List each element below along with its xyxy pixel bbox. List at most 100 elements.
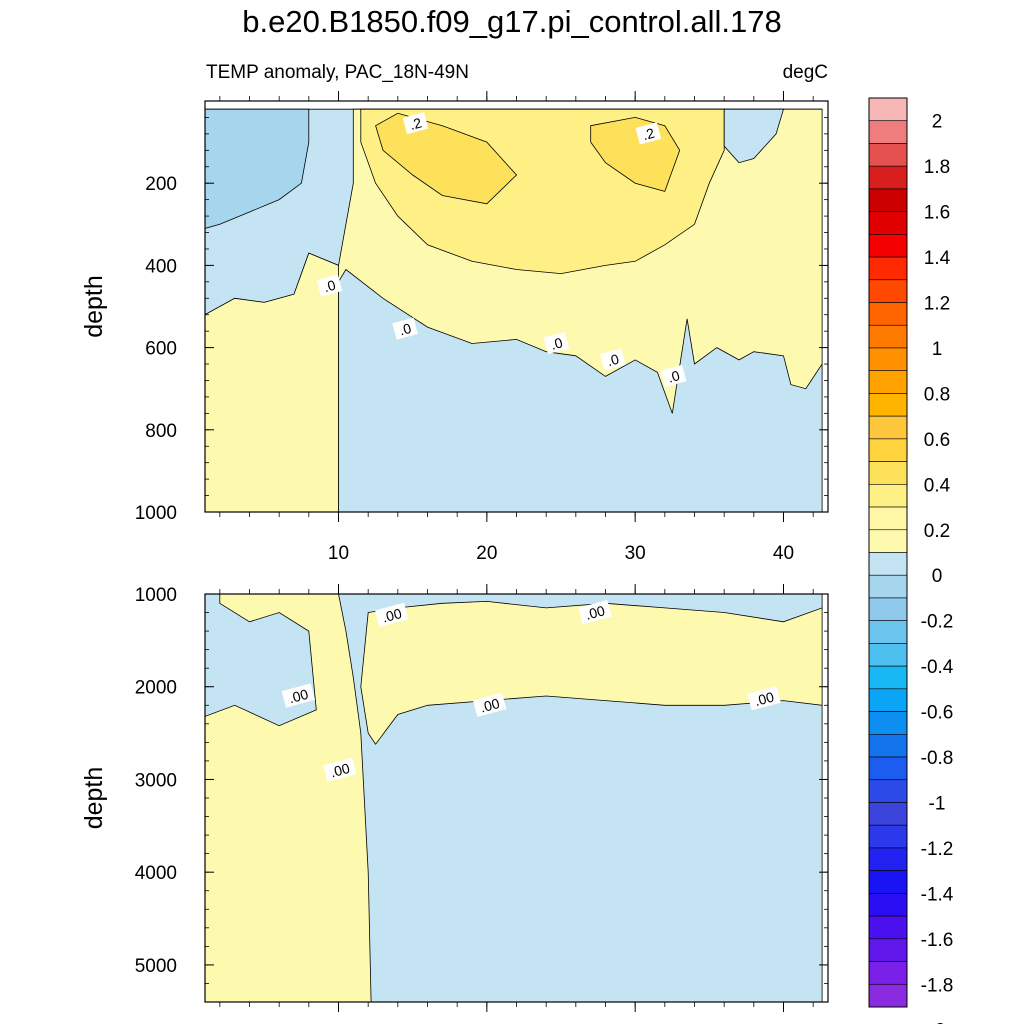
y-tick-label: 800 [145,421,177,442]
colorbar-bin [868,597,908,621]
colorbar-bin [868,461,908,485]
colorbar-bin [868,143,908,167]
colorbar-bin [868,529,908,553]
colorbar-label: -1.6 [921,930,954,951]
y-tick-label: 2000 [135,678,177,699]
upper-panel: 200 400 600 800 1000 10 20 30 40 depth .2 .2 .0 .0 .0.… [80,91,829,564]
contour-region-pos-00-02 [205,252,339,512]
colorbar-label: 2 [932,112,943,133]
y-axis-label: depth [80,767,108,830]
svg-text:.00: .00 [753,688,776,709]
y-tick-label: 1000 [135,585,177,606]
contour-label: .2 [402,112,429,135]
colorbar-bin [868,324,908,349]
contour-label: .00 [578,599,612,625]
colorbar-bin [868,279,908,303]
colorbar-bin [868,574,908,599]
figure-title: b.e20.B1850.f09_g17.pi_control.all.178 [242,4,782,39]
colorbar-label: -0.6 [921,703,954,724]
y-tick-label: 200 [145,174,177,195]
svg-text:.00: .00 [329,760,352,781]
y-tick-label: 600 [145,339,177,360]
contour-label: .00 [472,692,507,717]
contour-label: .2 [635,122,662,145]
svg-text:.00: .00 [380,605,403,626]
colorbar-bin [868,484,908,508]
colorbar-label: 1 [932,339,943,360]
y-axis-label: depth [80,275,108,338]
contour-label: .00 [375,602,409,627]
subtitle-variable: TEMP anomaly, PAC_18N-49N [206,62,469,83]
colorbar-bin [868,370,908,394]
colorbar-label: -2 [929,1021,946,1024]
colorbar-bin [868,120,908,144]
contour-region-neg-04-02 [205,108,310,229]
colorbar-bin [868,393,908,417]
colorbar-bin [868,779,908,803]
svg-text:.00: .00 [584,602,607,623]
y-tick-label: 3000 [135,770,177,791]
colorbar-label: 0.6 [924,430,950,451]
svg-text:.0: .0 [322,277,338,296]
colorbar-bin [868,915,908,940]
colorbar-label: 1.4 [924,248,951,269]
colorbar-label: -1.2 [921,839,954,860]
colorbar-bin [868,802,908,826]
contour-label: .0 [392,317,418,340]
colorbar-label: 1.8 [924,157,950,178]
x-tick-label: 10 [328,543,349,564]
colorbar-bin [868,824,908,849]
colorbar-bin [868,347,908,372]
colorbar-label: -0.2 [921,612,954,633]
contour-label: .00 [281,683,316,708]
colorbar-label: -0.8 [921,748,954,769]
contour-label: .0 [660,364,687,387]
colorbar-label: -1.4 [921,884,954,905]
colorbar-bin [868,97,908,122]
colorbar-bin [868,234,908,258]
colorbar-bin [868,506,908,531]
colorbar-label: 0.2 [924,521,950,542]
x-tick-label: 30 [625,543,646,564]
contour-label: .00 [323,757,357,782]
colorbar-label: 1.2 [924,294,950,315]
contour-label: .0 [543,331,570,355]
x-tick-label: 40 [773,543,794,564]
svg-text:.0: .0 [605,351,621,370]
colorbar-bin [868,688,908,712]
colorbar-label: 1.6 [924,203,950,224]
y-tick-label: 400 [145,256,177,277]
colorbar-bin [868,756,908,781]
svg-text:.2: .2 [641,125,657,144]
colorbar: 2 1.8 1.6 1.4 1.2 1 0.8 0.6 0.4 0.2 0 -0.2 -0.4 -0.6 -… [868,97,954,1024]
svg-text:.0: .0 [666,367,682,386]
colorbar-label: -1 [929,793,946,814]
svg-text:.0: .0 [398,320,414,339]
y-tick-label: 5000 [135,956,177,977]
colorbar-bin [868,870,908,894]
contour-label: .0 [316,274,343,297]
svg-text:.00: .00 [287,686,310,707]
colorbar-label: 0.4 [924,475,951,496]
colorbar-bin [868,302,908,326]
colorbar-bin [868,665,908,690]
colorbar-bin [868,961,908,985]
colorbar-bin [868,983,908,1008]
colorbar-label: -1.8 [921,975,954,996]
colorbar-bin [868,211,908,235]
colorbar-bin [868,620,908,644]
y-tick-label: 4000 [135,863,177,884]
colorbar-bin [868,733,908,758]
colorbar-bin [868,256,908,281]
colorbar-bin [868,415,908,440]
colorbar-bin [868,938,908,962]
colorbar-bin [868,711,908,735]
contour-label: .0 [599,348,626,371]
contour-region-neg-02-00 [723,108,785,164]
svg-text:.2: .2 [408,114,424,133]
y-tick-label: 1000 [135,503,177,524]
colorbar-label: 0.8 [924,384,950,405]
contour-label: .00 [747,686,781,711]
